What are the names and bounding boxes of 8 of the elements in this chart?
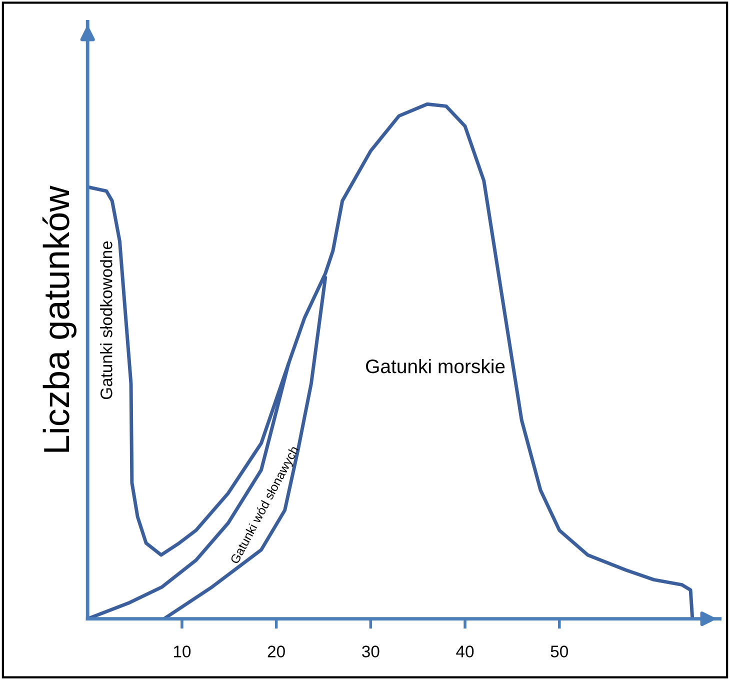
x-tick-label: 20: [268, 646, 285, 658]
x-tick-label: 30: [362, 646, 380, 658]
x-tick-label: 40: [456, 646, 474, 658]
annotation: Gatunki słodkowodne: [100, 241, 112, 400]
x-tick-label: 10: [174, 646, 191, 658]
y-axis-title: Liczba gatunków: [42, 186, 76, 452]
annotation: Gatunki morskie: [366, 358, 505, 374]
x-tick-label: 50: [550, 646, 568, 658]
